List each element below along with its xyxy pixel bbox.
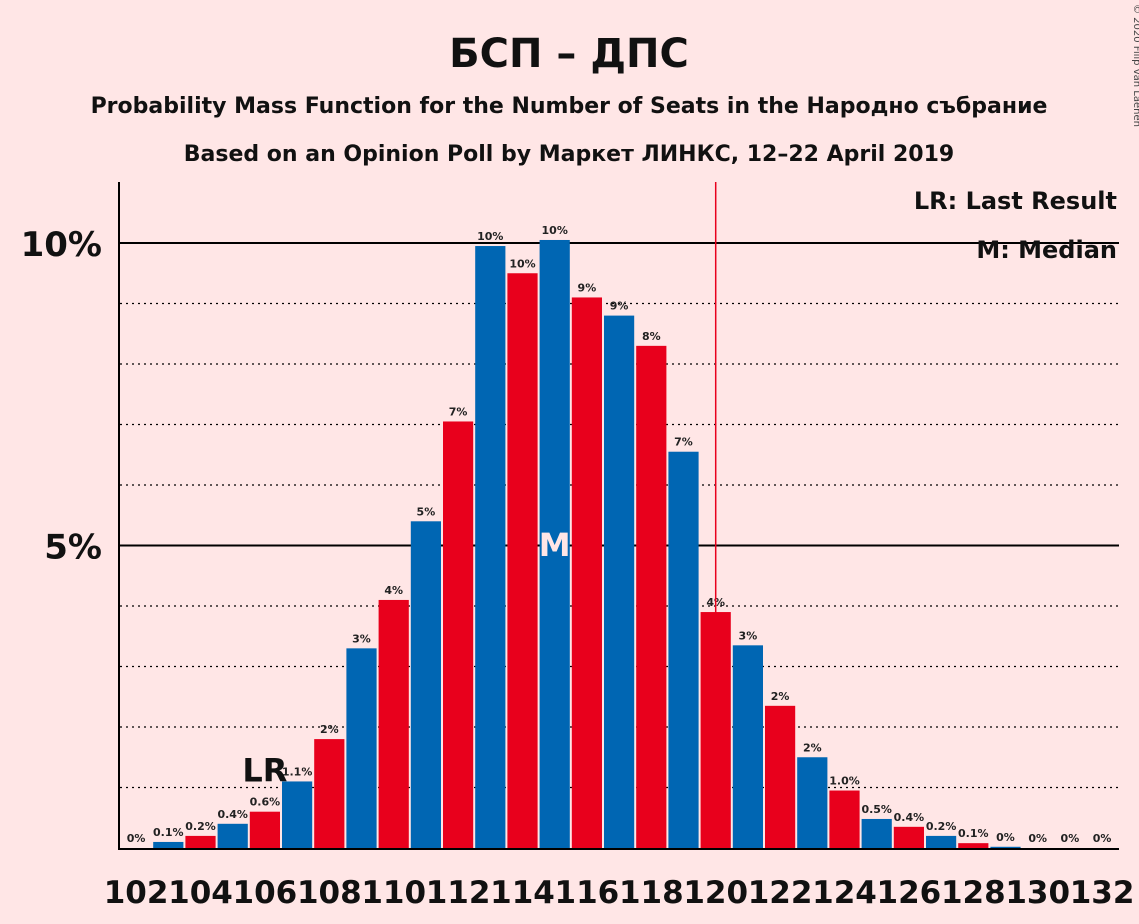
x-tick-label: 130 <box>1005 875 1070 911</box>
bar <box>153 841 184 848</box>
bar <box>668 451 699 848</box>
bar-value-label: 1.1% <box>282 765 313 778</box>
bar-value-label: 0.6% <box>250 796 281 809</box>
bar <box>410 521 441 848</box>
y-tick-label: 5% <box>44 528 102 568</box>
bar <box>314 739 345 848</box>
chart-subtitle-1: Probability Mass Function for the Number… <box>91 94 1048 119</box>
y-tick-label: 10% <box>21 225 102 265</box>
bar-value-label: 8% <box>642 330 661 343</box>
bar-value-label: 1.0% <box>829 775 860 788</box>
bar-value-label: 9% <box>578 281 597 294</box>
bar-value-label: 0.5% <box>861 803 892 816</box>
bar-value-label: 2% <box>320 723 339 736</box>
bar-value-label: 0.1% <box>153 826 184 839</box>
bar-value-label: 5% <box>417 505 436 518</box>
x-tick-label: 102 <box>104 875 169 911</box>
bars <box>153 239 1021 849</box>
bar <box>282 781 313 848</box>
bar-value-label: 0% <box>127 832 146 845</box>
bar-value-label: 3% <box>352 632 371 645</box>
x-tick-label: 112 <box>426 875 491 911</box>
value-labels: 0% 0.1% 0.2%0.4%0.6%1.1%2%3%4%5%7%10%10%10… <box>127 224 1112 845</box>
x-tick-label: 106 <box>233 875 298 911</box>
bar <box>636 345 667 848</box>
bar-value-label: 0% <box>996 831 1015 844</box>
bar <box>185 835 216 848</box>
x-tick-label: 116 <box>555 875 620 911</box>
x-tick-label: 108 <box>297 875 362 911</box>
bar-value-label: 10% <box>477 230 503 243</box>
x-tick-label: 114 <box>490 875 555 911</box>
axes: 5%10%102 104 106 108 110 112 114 116 118 120 122 12… <box>21 182 1135 911</box>
bar <box>475 246 506 848</box>
bar <box>926 835 957 848</box>
bar-value-label: 0% <box>1061 832 1080 845</box>
bar <box>217 823 248 848</box>
chart-title: БСП – ДПС <box>449 31 689 77</box>
bar <box>507 273 538 848</box>
bar <box>765 705 796 848</box>
bar-value-label: 7% <box>449 405 468 418</box>
bar-value-label: 2% <box>803 741 822 754</box>
bar-value-label: 2% <box>771 690 790 703</box>
x-tick-label: 128 <box>941 875 1006 911</box>
bar-value-label: 4% <box>384 584 403 597</box>
bar-value-label: 9% <box>610 300 629 313</box>
bar <box>378 599 409 848</box>
x-tick-label: 104 <box>168 875 233 911</box>
x-tick-label: 126 <box>877 875 942 911</box>
legend-median: M: Median <box>976 236 1117 264</box>
bar <box>604 315 635 849</box>
bar-value-label: 0.2% <box>926 820 957 833</box>
copyright-text: © 2020 Filip van Laenen <box>1131 4 1139 127</box>
bar-value-label: 10% <box>509 257 535 270</box>
bar <box>443 421 474 848</box>
legend-last-result: LR: Last Result <box>914 187 1117 215</box>
bar <box>990 846 1021 848</box>
bar <box>571 297 602 848</box>
bar-value-label: 0% <box>1093 832 1112 845</box>
bar-value-label: 0.1% <box>958 827 989 840</box>
bar-value-label: 3% <box>739 629 758 642</box>
x-tick-label: 122 <box>748 875 813 911</box>
x-tick-label: 124 <box>812 875 877 911</box>
bar-value-label: 10% <box>542 224 568 237</box>
bar <box>539 239 570 849</box>
bar <box>958 843 989 848</box>
chart-subtitle-2: Based on an Opinion Poll by Маркет ЛИНКС… <box>184 142 954 167</box>
x-tick-label: 120 <box>683 875 748 911</box>
bar <box>829 790 860 848</box>
bar-value-label: 0.4% <box>217 808 248 821</box>
last-result-marker: LR <box>242 752 287 790</box>
bar <box>249 811 280 848</box>
median-marker: M <box>539 526 571 564</box>
bar <box>732 645 763 848</box>
bar <box>346 648 377 848</box>
bar-value-label: 0.4% <box>894 811 925 824</box>
bar <box>861 818 892 848</box>
bar <box>797 757 828 848</box>
x-tick-label: 132 <box>1070 875 1135 911</box>
x-tick-label: 110 <box>361 875 426 911</box>
bar-value-label: 0.2% <box>185 820 216 833</box>
bar <box>893 826 924 848</box>
x-tick-label: 118 <box>619 875 684 911</box>
bar-value-label: 0% <box>1028 832 1047 845</box>
bar-value-label: 7% <box>674 436 693 449</box>
